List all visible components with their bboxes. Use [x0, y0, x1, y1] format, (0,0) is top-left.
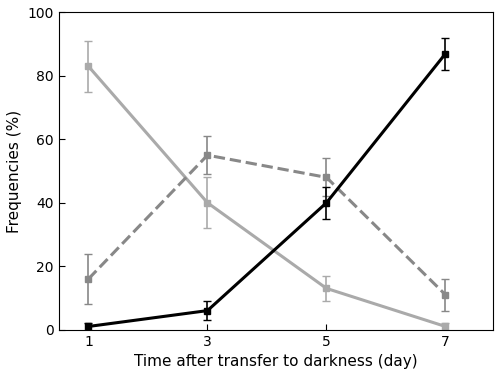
X-axis label: Time after transfer to darkness (day): Time after transfer to darkness (day) [134, 354, 418, 369]
Y-axis label: Frequencies (%): Frequencies (%) [7, 109, 22, 233]
